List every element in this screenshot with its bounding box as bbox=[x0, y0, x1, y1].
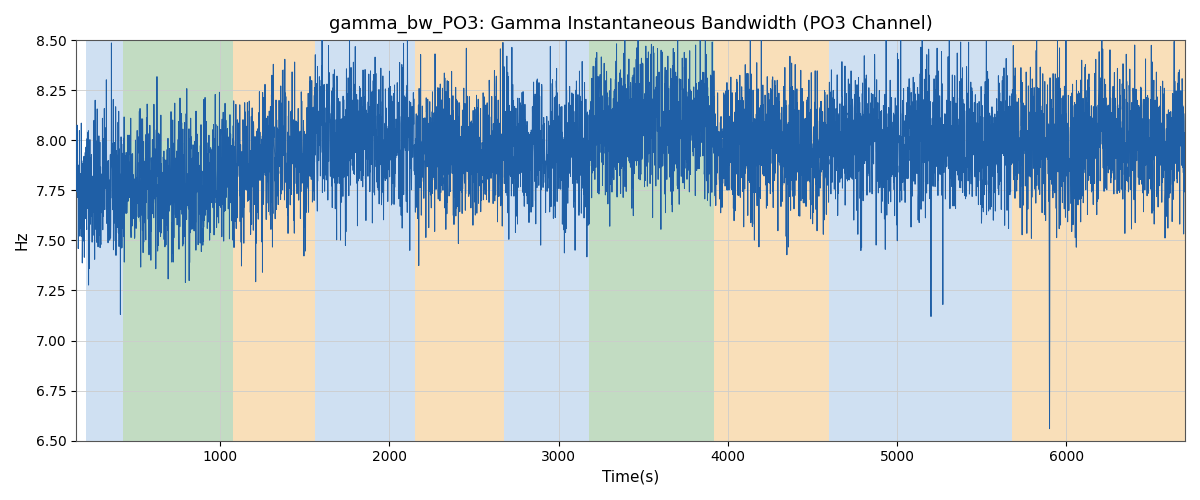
Bar bbox=[589, 40, 714, 440]
Bar bbox=[124, 40, 234, 440]
Title: gamma_bw_PO3: Gamma Instantaneous Bandwidth (PO3 Channel): gamma_bw_PO3: Gamma Instantaneous Bandwi… bbox=[329, 15, 932, 34]
Bar bbox=[86, 40, 124, 440]
Bar bbox=[504, 40, 589, 440]
Bar bbox=[1013, 40, 1186, 440]
Bar bbox=[714, 40, 829, 440]
Y-axis label: Hz: Hz bbox=[14, 230, 30, 250]
Bar bbox=[415, 40, 504, 440]
X-axis label: Time(s): Time(s) bbox=[602, 470, 659, 485]
Bar bbox=[829, 40, 1013, 440]
Bar bbox=[314, 40, 415, 440]
Bar bbox=[234, 40, 314, 440]
